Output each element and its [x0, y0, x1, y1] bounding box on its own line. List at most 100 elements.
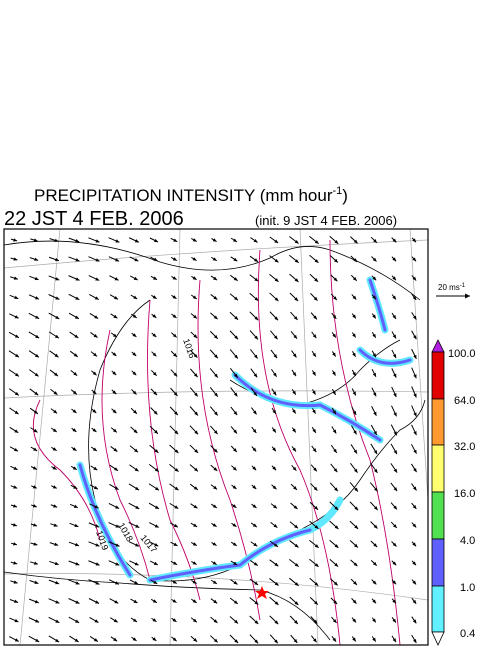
wind-arrowhead — [114, 581, 119, 585]
wind-arrowhead — [353, 430, 357, 435]
wind-arrowhead — [193, 638, 198, 642]
wind-arrowhead — [333, 296, 337, 301]
wind-arrowhead — [234, 619, 239, 624]
wind-arrowhead — [75, 296, 80, 300]
wind-arrowhead — [274, 258, 279, 263]
wind-arrowhead — [312, 428, 316, 433]
wind-arrowhead — [14, 410, 19, 415]
wind-arrowhead — [55, 296, 60, 300]
wind-arrowhead — [154, 238, 159, 243]
wind-arrowhead — [33, 238, 38, 242]
wind-arrowhead — [234, 316, 239, 320]
wind-arrowhead — [373, 411, 377, 416]
wind-arrowhead — [292, 447, 296, 452]
wind-arrowhead — [75, 258, 80, 262]
wind-arrowhead — [254, 639, 259, 644]
wind-arrowhead — [14, 618, 19, 623]
wind-arrowhead — [212, 257, 217, 261]
wind-arrowhead — [253, 562, 258, 566]
wind-arrowhead — [133, 295, 138, 299]
wind-arrowhead — [353, 562, 358, 567]
wind-arrowhead — [393, 393, 397, 398]
wind-arrowhead — [75, 619, 80, 623]
wind-arrowhead — [153, 276, 158, 280]
wind-arrowhead — [393, 505, 397, 510]
wind-arrowhead — [214, 354, 218, 359]
wind-arrowhead — [173, 523, 178, 528]
wind-arrowhead — [294, 239, 299, 244]
wind-arrowhead — [172, 314, 177, 318]
wind-arrowhead — [313, 638, 317, 643]
wind-arrowhead — [32, 485, 37, 489]
wind-arrowhead — [34, 391, 39, 396]
wind-arrowhead — [254, 620, 259, 624]
wind-arrowhead — [234, 335, 239, 340]
wind-arrowhead — [272, 409, 276, 414]
wind-arrowhead — [213, 334, 218, 339]
wind-arrowhead — [373, 239, 377, 243]
wind-arrowhead — [354, 543, 358, 548]
wind-arrowhead — [52, 428, 57, 432]
wind-arrowhead — [54, 257, 59, 262]
wind-arrowhead — [214, 392, 218, 397]
wind-arrowhead — [412, 296, 417, 301]
wind-arrowhead — [95, 543, 100, 547]
wind-arrowhead — [232, 523, 237, 527]
wind-arrowhead — [153, 257, 158, 261]
wind-arrowhead — [392, 542, 397, 547]
wind-arrowhead — [294, 543, 299, 548]
wind-arrowhead — [193, 353, 198, 358]
wind-arrowhead — [54, 334, 59, 339]
wind-arrowhead — [233, 411, 238, 416]
wind-arrowhead — [112, 352, 117, 357]
wind-arrowhead — [413, 468, 417, 473]
wind-arrowhead — [313, 486, 318, 491]
wind-arrowhead — [95, 239, 100, 243]
wind-arrowhead — [192, 542, 197, 546]
wind-arrowhead — [292, 353, 297, 358]
wind-arrowhead — [312, 334, 317, 339]
wind-arrowhead — [413, 374, 417, 379]
wind-arrowhead — [352, 599, 357, 604]
wind-arrowhead — [413, 354, 417, 359]
wind-arrowhead — [53, 409, 58, 414]
wind-arrowhead — [74, 542, 79, 547]
wind-arrowhead — [132, 371, 137, 376]
wind-arrowhead — [135, 543, 140, 547]
wind-arrowhead — [193, 373, 198, 378]
colorbar-label: 1.0 — [460, 582, 475, 594]
wind-arrowhead — [74, 638, 79, 642]
wind-arrowhead — [413, 431, 417, 436]
wind-arrowhead — [352, 410, 357, 415]
isobar — [329, 239, 401, 646]
wind-arrowhead — [352, 333, 356, 338]
wind-arrowhead — [113, 637, 118, 642]
wind-arrowhead — [75, 239, 80, 243]
wind-arrowhead — [174, 411, 178, 416]
wind-arrowhead — [252, 429, 257, 433]
wind-arrowhead — [254, 297, 259, 301]
wind-arrowhead — [314, 582, 319, 586]
wind-arrowhead — [412, 523, 417, 528]
valid-time: 22 JST 4 FEB. 2006 — [4, 208, 184, 230]
coastline-path — [3, 240, 421, 301]
wind-arrowhead — [92, 390, 97, 395]
wind-arrowhead — [233, 448, 237, 452]
wind-arrowhead — [332, 637, 337, 642]
wind-arrowhead — [294, 563, 299, 567]
wind-arrowhead — [314, 563, 319, 567]
wind-arrowhead — [73, 485, 78, 489]
wind-arrowhead — [233, 429, 237, 434]
wind-arrowhead — [194, 467, 199, 472]
wind-arrowhead — [413, 393, 417, 398]
wind-arrowhead — [373, 543, 378, 548]
wind-arrowhead — [94, 619, 99, 623]
coastline-path — [3, 571, 331, 641]
wind-arrowhead — [294, 620, 298, 624]
wind-arrowhead — [134, 239, 139, 243]
wind-arrowhead — [174, 486, 179, 491]
wind-arrowhead — [412, 315, 417, 320]
wind-arrowhead — [192, 561, 197, 565]
wind-arrowhead — [192, 295, 197, 300]
wind-arrowhead — [114, 277, 119, 281]
